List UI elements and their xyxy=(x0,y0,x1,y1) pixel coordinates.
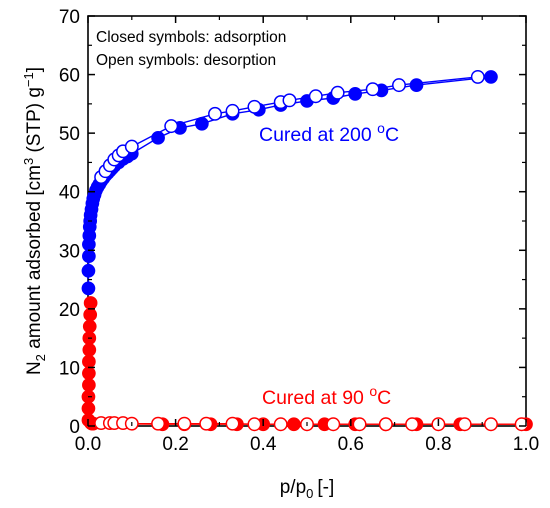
annotation-closed-symbols: Closed symbols: adsorption xyxy=(96,29,286,46)
point-200c-adsorption xyxy=(195,116,209,131)
point-90c-desorption xyxy=(514,417,529,432)
y-tick-label: 20 xyxy=(59,300,80,321)
point-90c-adsorption xyxy=(83,307,98,322)
x-tick-label: 0.0 xyxy=(75,434,101,455)
point-90c-desorption xyxy=(199,416,214,431)
point-200c-adsorption xyxy=(348,87,363,101)
x-tick-label: 0.8 xyxy=(425,434,451,455)
y-tick-label: 0 xyxy=(69,417,80,438)
point-90c-adsorption xyxy=(82,354,96,369)
point-90c-desorption xyxy=(484,417,498,432)
point-90c-adsorption xyxy=(287,417,301,432)
y-axis-title: N2 amount adsorbed [cm3 (STP) g−1] xyxy=(21,67,48,375)
series-label-200c-degree: o xyxy=(377,120,385,136)
x-tick-label: 0.4 xyxy=(250,434,277,455)
y-tick-label: 30 xyxy=(59,241,80,262)
point-90c-adsorption xyxy=(82,319,97,334)
series-label-200c-unit: C xyxy=(385,124,399,146)
point-90c-desorption xyxy=(151,416,166,431)
y-axis-title-close: ] xyxy=(24,67,45,72)
point-200c-desorption xyxy=(308,89,323,104)
point-90c-desorption xyxy=(273,417,288,432)
point-200c-adsorption xyxy=(151,130,165,145)
series-markers xyxy=(81,69,533,432)
point-90c-adsorption xyxy=(82,378,96,392)
point-90c-desorption xyxy=(352,417,367,432)
point-200c-desorption xyxy=(208,106,222,121)
series-label-200c: Cured at 200 oC xyxy=(259,120,399,146)
point-90c-desorption xyxy=(405,417,420,432)
y-axis-title-stp: (STP) g xyxy=(24,87,45,158)
point-200c-desorption xyxy=(392,78,406,93)
point-90c-desorption xyxy=(177,416,192,431)
y-axis-title-mid: amount adsorbed [cm xyxy=(24,165,45,354)
series-label-90c-text: Cured at 90 xyxy=(262,387,369,409)
x-tick-label: 0.2 xyxy=(162,434,188,455)
y-tick-label: 10 xyxy=(59,358,80,379)
y-tick-label: 50 xyxy=(59,124,80,145)
point-200c-desorption xyxy=(247,99,262,114)
x-axis-title-unit: [-] xyxy=(317,477,334,498)
x-axis-title: p/p0 [-] xyxy=(280,477,335,501)
series-label-90c-unit: C xyxy=(377,387,391,409)
point-200c-adsorption xyxy=(82,249,96,263)
y-axis-title-n-sub: 2 xyxy=(33,354,48,361)
y-axis-title-cm-sup: 3 xyxy=(21,158,36,165)
point-200c-adsorption xyxy=(81,281,96,296)
point-200c-desorption xyxy=(365,82,380,97)
point-90c-adsorption xyxy=(81,401,96,416)
y-tick-label: 60 xyxy=(59,66,80,87)
axis-ticks: 0.0 0.2 0.4 0.6 0.8 1.0 0 10 20 30 40 50 60 70 xyxy=(59,7,539,455)
series-label-90c-degree: o xyxy=(369,383,377,399)
point-90c-adsorption xyxy=(82,343,97,357)
point-90c-desorption xyxy=(326,417,341,432)
y-tick-label: 40 xyxy=(59,183,80,204)
series-label-200c-text: Cured at 200 xyxy=(259,124,377,146)
point-90c-adsorption xyxy=(82,366,96,381)
point-200c-desorption xyxy=(124,139,139,154)
point-200c-desorption xyxy=(330,85,345,100)
point-90c-desorption xyxy=(378,417,393,432)
point-90c-desorption xyxy=(225,416,240,431)
point-90c-desorption xyxy=(457,417,472,432)
annotation-open-symbols: Open symbols: desorption xyxy=(96,52,276,69)
point-200c-desorption xyxy=(470,69,485,84)
point-200c-desorption xyxy=(164,119,179,134)
y-axis-title-g-sup: −1 xyxy=(21,72,36,87)
y-axis-title-n: N xyxy=(24,361,45,375)
point-200c-adsorption xyxy=(484,70,498,84)
point-200c-desorption xyxy=(225,103,240,118)
point-200c-adsorption xyxy=(409,78,424,92)
series-label-90c: Cured at 90 oC xyxy=(262,383,391,409)
point-90c-desorption xyxy=(247,417,262,432)
x-tick-label: 0.6 xyxy=(338,434,364,455)
x-axis-title-main: p/p xyxy=(280,477,306,498)
series-line-200c-adsorption xyxy=(87,76,492,289)
plot-frame xyxy=(87,15,527,427)
point-200c-desorption xyxy=(282,93,297,108)
x-tick-label: 1.0 xyxy=(513,434,539,455)
point-200c-adsorption xyxy=(81,263,96,278)
x-axis-title-sub: 0 xyxy=(306,486,313,501)
y-tick-label: 70 xyxy=(59,7,80,28)
point-90c-adsorption xyxy=(83,296,98,310)
